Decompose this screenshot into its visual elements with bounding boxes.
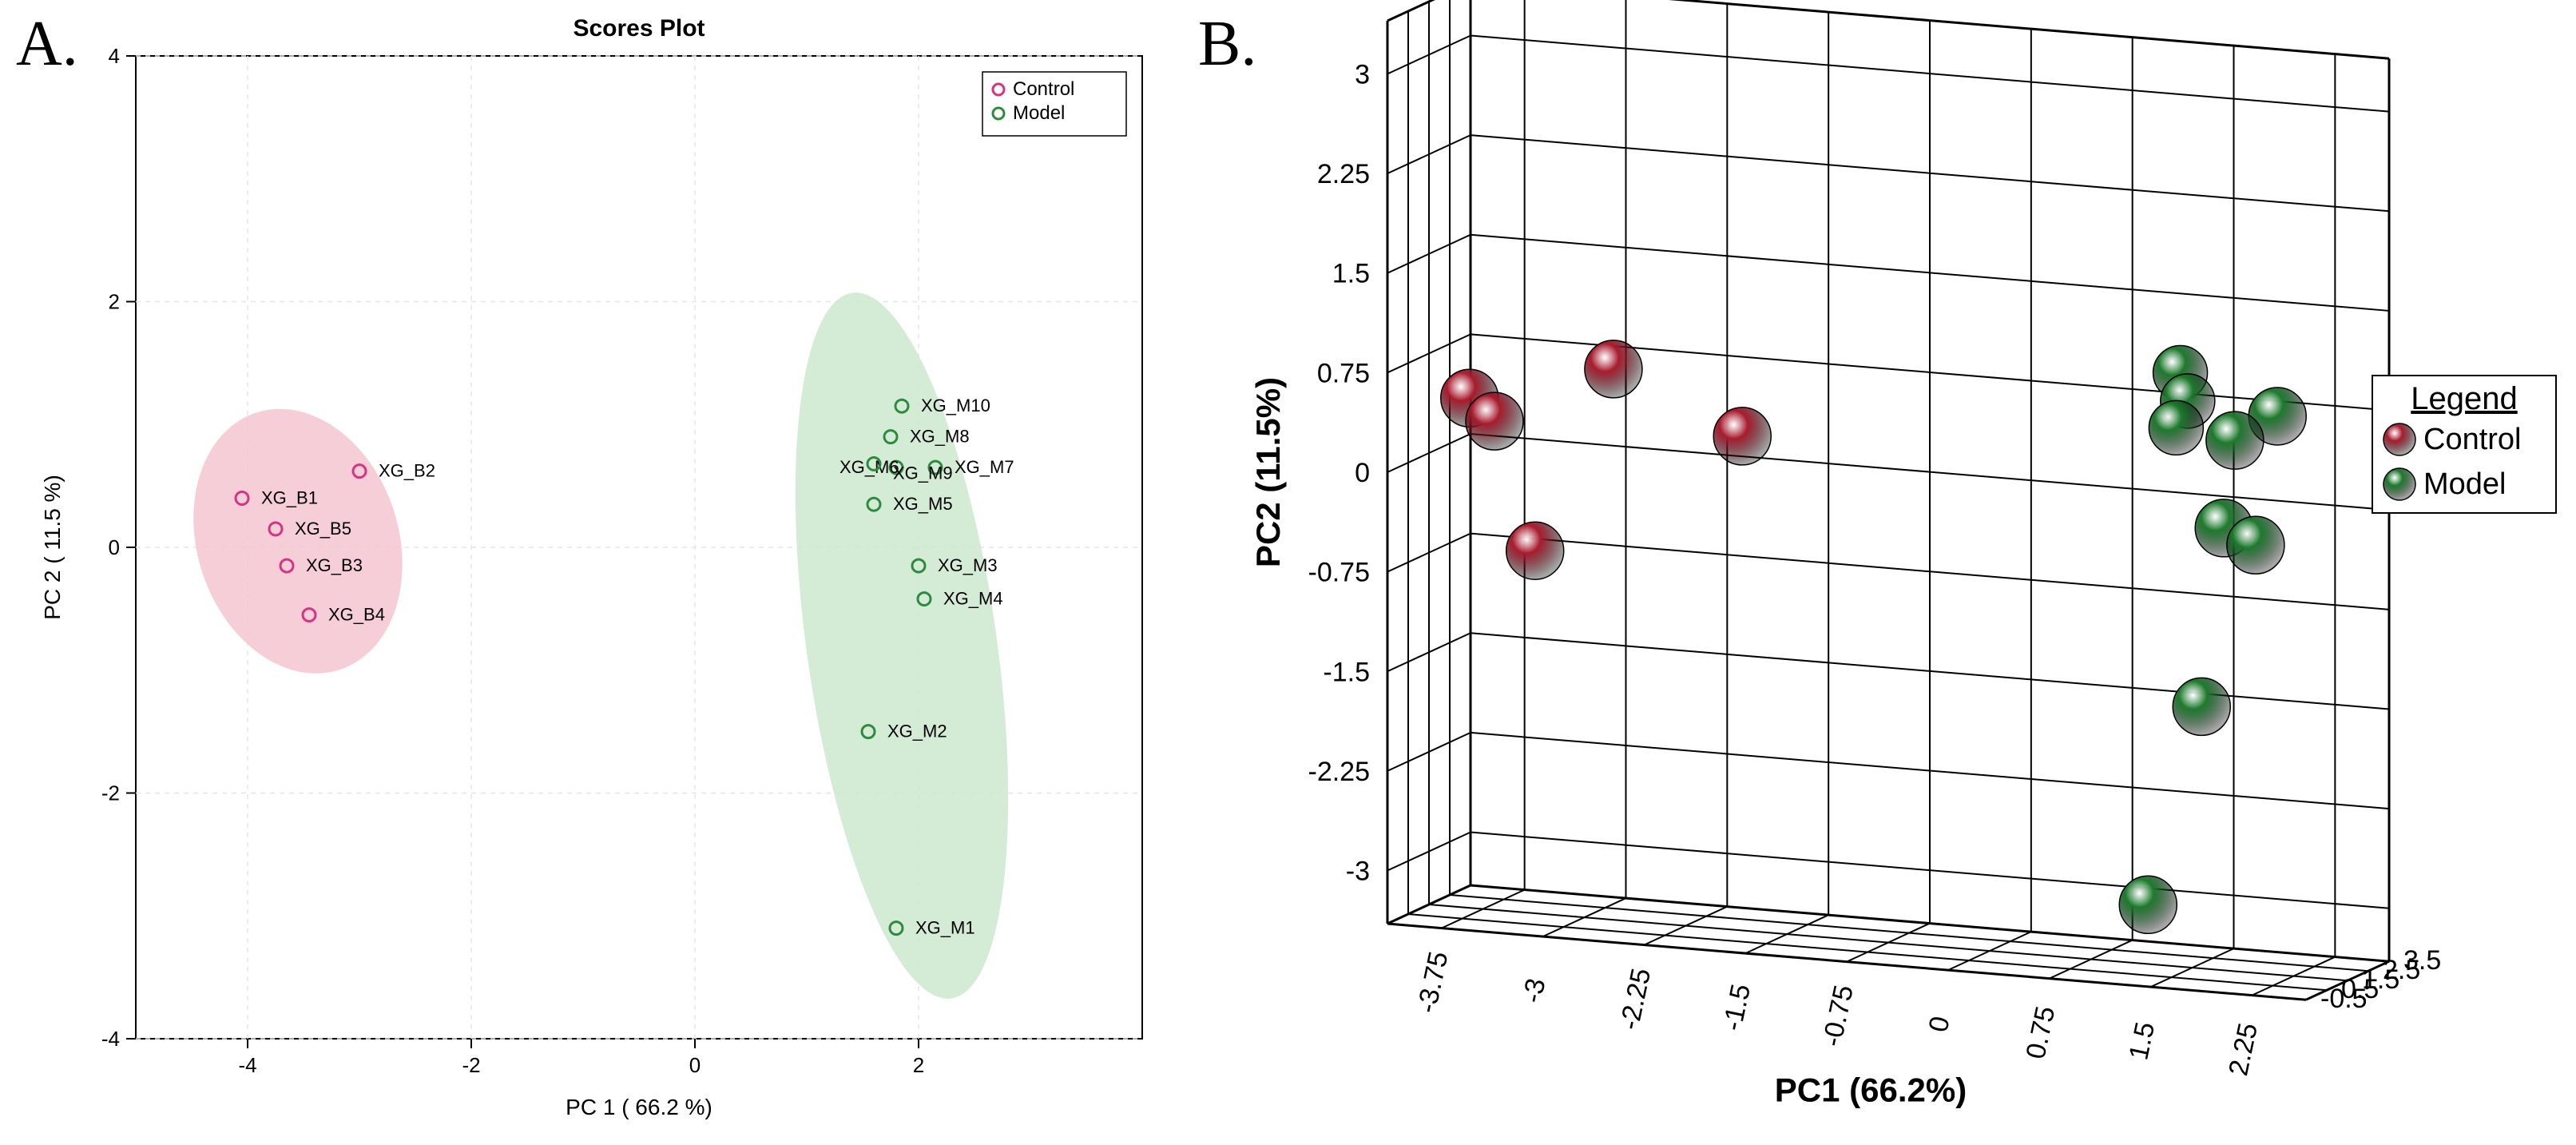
legend-label: Control: [1013, 78, 1074, 100]
legend-label: Control: [2423, 423, 2522, 456]
x-tick-label: 2: [913, 1053, 924, 1077]
point-label: XG_M5: [893, 494, 953, 514]
sphere-point: [1466, 392, 1523, 450]
x-tick-label: 0.75: [2020, 1004, 2061, 1062]
point-label: XG_M2: [887, 722, 947, 741]
legend-marker: [2383, 468, 2415, 500]
x-tick-label: 0: [1923, 1014, 1956, 1035]
point-label: XG_M3: [938, 555, 998, 575]
y-tick-label: 0: [1355, 458, 1370, 488]
point-label: XG_M9: [893, 463, 953, 483]
sphere-point: [2206, 411, 2264, 469]
y-tick-label: -0.75: [1308, 558, 1371, 588]
sphere-point: [2149, 400, 2203, 455]
panel-b-svg: -3.75 -3 -2.25 -1.5 -0.75 0 0.75 1.5 2.25 -3 -2.25…: [1182, 0, 2576, 1145]
sphere-point: [2173, 678, 2230, 735]
x-tick-label: 1.5: [2123, 1020, 2161, 1063]
point-label: XG_B2: [379, 461, 435, 481]
y-tick-label: -1.5: [1323, 657, 1370, 687]
point-label: XG_M8: [910, 427, 970, 447]
z-tick-label: 3.5: [2403, 945, 2441, 976]
point-label: XG_B5: [295, 519, 351, 539]
x-tick-label: -4: [238, 1053, 256, 1077]
legend-label: Model: [1013, 102, 1065, 124]
legend-marker: [2383, 423, 2415, 455]
x-axis-label: PC1 (66.2%): [1775, 1071, 1967, 1109]
panel-a: A. XG_B1XG_B2XG_B3XG_B4XG_B5XG_M1XG_M2XG…: [0, 0, 1182, 1145]
y-tick-label: 1.5: [1332, 259, 1370, 289]
y-tick-label: -2.25: [1308, 757, 1371, 787]
y-axis-label: PC 2 ( 11.5 %): [40, 475, 65, 620]
figure-container: A. XG_B1XG_B2XG_B3XG_B4XG_B5XG_M1XG_M2XG…: [0, 0, 2576, 1145]
legend-label: Model: [2423, 467, 2507, 501]
sphere-point: [1506, 522, 1564, 579]
x-tick-label: -3: [1517, 976, 1551, 1005]
point-label: XG_M7: [955, 457, 1014, 477]
point-label: XG_M10: [921, 396, 990, 415]
legend-title: Legend: [2411, 381, 2517, 416]
x-tick-label: -3.75: [1411, 948, 1454, 1016]
y-tick-label: 2: [109, 290, 120, 314]
point-label: XG_M1: [915, 918, 975, 938]
y-tick-label: 3: [1355, 59, 1370, 89]
point-label: XG_M4: [943, 589, 1003, 609]
x-axis-label: PC 1 ( 66.2 %): [566, 1095, 712, 1119]
point-label: XG_B1: [261, 488, 318, 508]
x-tick-label: -0.75: [1817, 982, 1860, 1049]
x-tick-label: -2.25: [1614, 965, 1657, 1032]
y-tick-label: -2: [101, 781, 120, 805]
y-tick-label: 4: [109, 44, 120, 68]
y-axis-label: PC2 (11.5%): [1249, 377, 1287, 567]
x-tick-label: 0: [689, 1053, 701, 1077]
point-label: XG_B3: [306, 555, 363, 575]
sphere-point: [1713, 408, 1771, 465]
chart-title: Scores Plot: [573, 15, 705, 42]
y-tick-label: -4: [101, 1027, 120, 1051]
y-tick-label: 2.25: [1317, 159, 1370, 189]
sphere-point: [2227, 516, 2284, 574]
x-tick-label: -1.5: [1717, 981, 1756, 1033]
y-tick-label: -3: [1346, 857, 1370, 887]
point-label: XG_B4: [328, 605, 385, 625]
y-tick-label: 0: [109, 535, 120, 559]
panel-a-label: A.: [16, 8, 78, 81]
panel-b: B. -3.75 -3 -2.25 -1.5 -0.75 0 0.75 1.5 2.25 -3 -2…: [1182, 0, 2576, 1145]
sphere-point: [1585, 340, 1642, 398]
x-tick-label: 2.25: [2223, 1020, 2264, 1079]
x-tick-label: -2: [462, 1053, 480, 1077]
panel-a-svg: XG_B1 XG_B2 XG_B3 XG_B4 XG_B5 XG_M1 XG_M2 XG_M3…: [0, 0, 1182, 1145]
panel-b-label: B.: [1198, 8, 1256, 81]
y-tick-label: 0.75: [1317, 358, 1370, 388]
sphere-point: [2119, 876, 2177, 933]
